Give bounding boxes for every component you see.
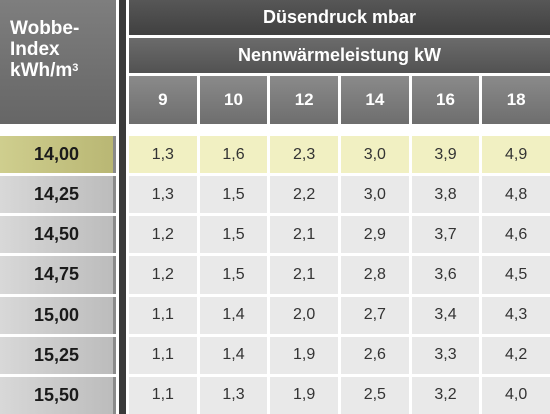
table-cell: 1,4: [199, 296, 268, 334]
table-cell: 2,2: [270, 176, 338, 214]
unit-exponent: 3: [72, 62, 79, 74]
column-header: 16: [411, 76, 480, 124]
table-cell: 4,0: [482, 376, 550, 414]
table-cell: 1,3: [199, 376, 268, 414]
table-cell: 3,4: [411, 296, 480, 334]
column-header: 9: [129, 76, 197, 124]
table-cell: 4,3: [482, 296, 550, 334]
corner-line-3: kWh/m3: [10, 60, 78, 81]
corner-line-1: Wobbe-: [10, 18, 80, 39]
table-cell: 4,5: [482, 256, 550, 294]
table-cell: 4,9: [482, 136, 550, 174]
table-cell: 4,6: [482, 216, 550, 254]
table-cell: 3,8: [411, 176, 480, 214]
table-cell: 2,9: [340, 216, 409, 254]
row-header: 15,25: [0, 336, 116, 374]
table-cell: 1,1: [129, 376, 197, 414]
table-cell: 3,6: [411, 256, 480, 294]
table-cell: 1,4: [199, 336, 268, 374]
table-cell: 3,0: [340, 176, 409, 214]
table-cell: 1,2: [129, 216, 197, 254]
corner-line-2: Index: [10, 39, 60, 60]
table-subtitle: Nennwärmeleistung kW: [129, 38, 550, 73]
wobbe-index-header: Wobbe- Index kWh/m3: [0, 0, 116, 124]
table-cell: 4,8: [482, 176, 550, 214]
table-cell: 1,3: [129, 136, 197, 174]
table-cell: 3,9: [411, 136, 480, 174]
table-cell: 1,5: [199, 256, 268, 294]
table-cell: 1,1: [129, 296, 197, 334]
table-cell: 2,6: [340, 336, 409, 374]
table-cell: 1,5: [199, 216, 268, 254]
table-cell: 3,3: [411, 336, 480, 374]
row-header: 15,50: [0, 376, 116, 414]
row-header: 14,50: [0, 216, 116, 254]
row-header: 14,25: [0, 176, 116, 214]
table-cell: 2,8: [340, 256, 409, 294]
table-cell: 1,2: [129, 256, 197, 294]
table-cell: 3,7: [411, 216, 480, 254]
table-cell: 1,1: [129, 336, 197, 374]
table-cell: 2,0: [270, 296, 338, 334]
column-header: 10: [199, 76, 268, 124]
table-cell: 3,0: [340, 136, 409, 174]
column-divider: [119, 0, 126, 414]
table-cell: 3,2: [411, 376, 480, 414]
column-header: 18: [482, 76, 550, 124]
table-cell: 2,3: [270, 136, 338, 174]
row-header: 15,00: [0, 296, 116, 334]
table-cell: 2,1: [270, 256, 338, 294]
row-header: 14,75: [0, 256, 116, 294]
table-title: Düsendruck mbar: [129, 0, 550, 35]
table-cell: 1,5: [199, 176, 268, 214]
table-cell: 2,1: [270, 216, 338, 254]
table-cell: 1,6: [199, 136, 268, 174]
table-cell: 1,9: [270, 376, 338, 414]
table-cell: 2,5: [340, 376, 409, 414]
row-header: 14,00: [0, 136, 116, 174]
column-header: 14: [340, 76, 409, 124]
unit-label: kWh/m: [10, 60, 73, 81]
table-cell: 2,7: [340, 296, 409, 334]
column-header: 12: [270, 76, 338, 124]
table-cell: 1,3: [129, 176, 197, 214]
table-cell: 4,2: [482, 336, 550, 374]
table-cell: 1,9: [270, 336, 338, 374]
